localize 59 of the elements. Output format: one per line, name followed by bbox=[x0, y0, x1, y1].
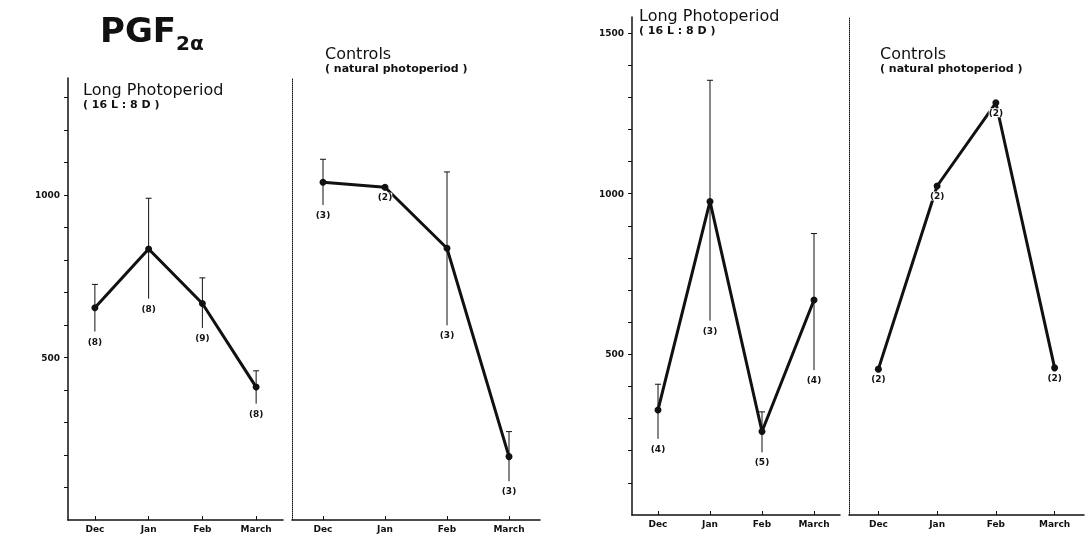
x-tick-label: March bbox=[798, 518, 830, 529]
annotation: (3) bbox=[501, 486, 517, 497]
point bbox=[381, 183, 389, 191]
annotation: (3) bbox=[702, 325, 718, 336]
y-tick-label: 1000 bbox=[34, 190, 60, 200]
annotation: (3) bbox=[315, 210, 331, 221]
annotation: (2) bbox=[377, 192, 393, 203]
point bbox=[992, 99, 1000, 107]
y-tick-label: 1500 bbox=[598, 28, 624, 39]
x-tick-label: Jan bbox=[928, 518, 946, 529]
x-tick-label: Dec bbox=[313, 523, 333, 534]
text: Controls bbox=[880, 43, 947, 63]
x-tick-label: March bbox=[493, 523, 525, 534]
chart-subtitle: ( natural photoperiod ) bbox=[325, 62, 468, 75]
point bbox=[252, 383, 260, 391]
x-tick-label: Feb bbox=[437, 523, 457, 534]
x-tick-label: Dec bbox=[868, 518, 888, 529]
point bbox=[874, 365, 882, 373]
text: ( 16 L : 8 D ) bbox=[639, 24, 716, 37]
annotation: (4) bbox=[806, 375, 822, 386]
chart-title: Controls bbox=[325, 43, 392, 63]
annotation: (3) bbox=[439, 330, 455, 341]
point bbox=[145, 245, 153, 253]
annotation: (4) bbox=[650, 443, 666, 454]
annotation: (2) bbox=[871, 374, 886, 385]
x-tick-label: Feb bbox=[752, 518, 772, 529]
point bbox=[505, 453, 513, 461]
x-tick-label: Dec bbox=[648, 518, 668, 529]
point bbox=[758, 427, 766, 435]
annotation: (8) bbox=[87, 336, 103, 347]
annotation: (8) bbox=[141, 303, 156, 314]
point bbox=[91, 304, 99, 312]
annotation: (5) bbox=[754, 457, 770, 468]
annotation: (2) bbox=[988, 107, 1004, 118]
annotation: (2) bbox=[929, 191, 945, 201]
point bbox=[319, 178, 327, 186]
x-tick-label: Jan bbox=[701, 518, 718, 529]
point bbox=[706, 197, 714, 205]
point bbox=[198, 300, 206, 308]
text: PGF$_{2α}$ bbox=[100, 10, 204, 55]
x-tick-label: March bbox=[240, 523, 272, 534]
annotation: (2) bbox=[1047, 372, 1062, 383]
text: ( 16 L : 8 D ) bbox=[83, 98, 160, 111]
point bbox=[1051, 364, 1059, 372]
x-tick-label: Dec bbox=[85, 523, 105, 534]
chart-title: Long Photoperiod bbox=[639, 5, 780, 25]
point bbox=[443, 244, 451, 252]
y-tick-label: 500 bbox=[605, 349, 624, 360]
x-tick-label: Feb bbox=[193, 523, 213, 534]
y-tick-label: 1000 bbox=[598, 188, 624, 199]
x-tick-label: Feb bbox=[986, 518, 1006, 529]
y-tick-label: 500 bbox=[41, 352, 60, 363]
x-tick-label: Jan bbox=[139, 523, 157, 534]
annotation: (9) bbox=[195, 332, 210, 343]
x-tick-label: March bbox=[1039, 518, 1071, 529]
annotation: (8) bbox=[248, 408, 264, 419]
chart-title: Long Photoperiod bbox=[83, 79, 224, 99]
text: ( natural photoperiod ) bbox=[880, 62, 1023, 75]
x-tick-label: Jan bbox=[376, 523, 393, 534]
